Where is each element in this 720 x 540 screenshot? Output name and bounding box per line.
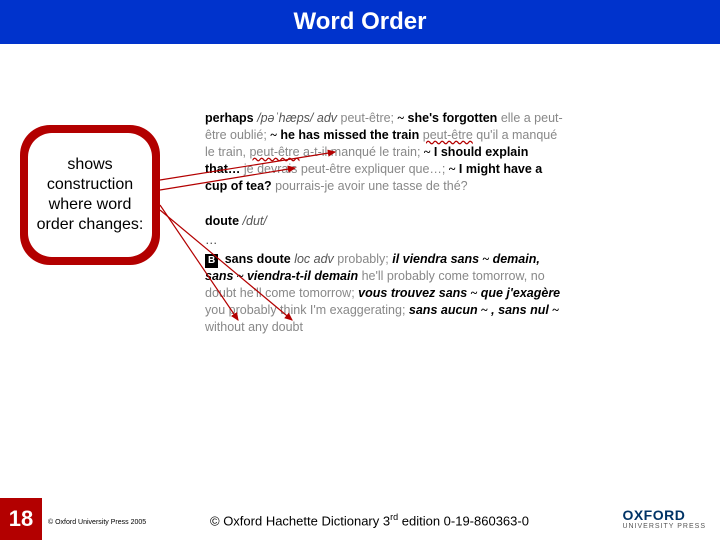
example-fr: sans aucun — [409, 303, 478, 317]
callout-text: shows construction where word order chan… — [28, 133, 152, 257]
example-fr: il viendra sans — [392, 252, 479, 266]
example-fr-underlined: peut-être — [249, 145, 299, 159]
oxford-logo: OXFORD UNIVERSITY PRESS — [622, 507, 706, 530]
logo-brand: OXFORD — [622, 507, 685, 523]
sense-line: B sans doute loc adv probably; il viendr… — [205, 251, 565, 335]
tilde-icon: ~ — [449, 162, 456, 176]
sub-pos: loc adv — [294, 252, 334, 266]
example-fr: pourrais-je avoir une tasse de thé? — [275, 179, 467, 193]
dictionary-entries: perhaps /pəˈhæps/ adv peut-être; ~ she's… — [205, 110, 565, 337]
example-en: he has missed the train — [280, 128, 419, 142]
tilde-icon: ~ — [471, 286, 478, 300]
tilde-icon: ~ — [481, 303, 488, 317]
entry-doute: doute /dut/ — [205, 213, 565, 230]
slide-title: Word Order — [294, 8, 427, 35]
tilde-icon: ~ — [398, 111, 405, 125]
tilde-icon: ~ — [483, 252, 490, 266]
example-fr: a-t-il manqué le train; — [303, 145, 420, 159]
example-fr: que j'exagère — [481, 286, 560, 300]
callout-box: shows construction where word order chan… — [20, 125, 160, 265]
logo-sub: UNIVERSITY PRESS — [622, 523, 706, 530]
credit-suffix: edition 0-19-860363-0 — [398, 513, 529, 528]
example-fr: viendra-t-il demain — [247, 269, 358, 283]
example-en: he'll probably come tomorrow, — [362, 269, 528, 283]
pronunciation: /pəˈhæps/ — [257, 111, 313, 125]
ellipsis: … — [205, 232, 565, 249]
tilde-icon: ~ — [270, 128, 277, 142]
example-en: without any doubt — [205, 320, 303, 334]
slide-header: Word Order — [0, 0, 720, 44]
credit-prefix: © Oxford Hachette Dictionary 3 — [210, 513, 390, 528]
headword: perhaps — [205, 111, 254, 125]
part-of-speech: adv — [317, 111, 337, 125]
tilde-icon: ~ — [552, 303, 559, 317]
headword: doute — [205, 214, 239, 228]
sub-headword: sans doute — [225, 252, 291, 266]
example-fr: vous trouvez sans — [358, 286, 467, 300]
pronunciation: /dut/ — [243, 214, 267, 228]
sub-translation: probably; — [337, 252, 388, 266]
credit-ord: rd — [390, 512, 398, 522]
example-en: she's forgotten — [408, 111, 498, 125]
copyright-main: © Oxford Hachette Dictionary 3rd edition… — [210, 512, 529, 528]
example-fr: , sans nul — [491, 303, 549, 317]
sense-letter: B — [205, 254, 218, 268]
tilde-icon: ~ — [237, 269, 244, 283]
slide-number: 18 — [0, 498, 42, 540]
example-en: you probably think I'm exaggerating; — [205, 303, 405, 317]
example-fr-underlined: peut-être — [423, 128, 473, 142]
translation: peut-être; — [341, 111, 395, 125]
example-fr: demain, — [493, 252, 540, 266]
entry-perhaps: perhaps /pəˈhæps/ adv peut-être; ~ she's… — [205, 110, 565, 194]
copyright-small: © Oxford University Press 2005 — [48, 519, 146, 526]
example-fr: sans — [205, 269, 234, 283]
tilde-icon: ~ — [424, 145, 431, 159]
example-fr: je devrais peut-être expliquer que…; — [244, 162, 446, 176]
